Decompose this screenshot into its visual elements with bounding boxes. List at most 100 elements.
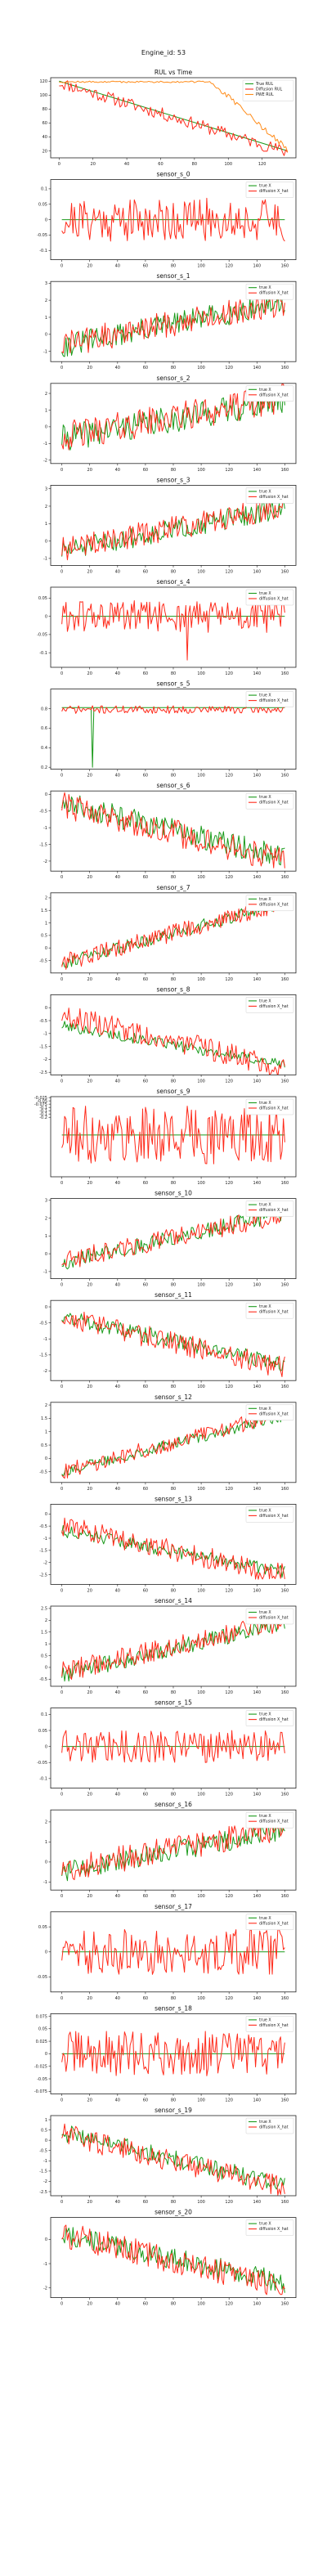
x-tick-label: 100 <box>197 671 205 676</box>
x-tick-label: 100 <box>197 1588 205 1593</box>
x-tick-label: 40 <box>115 1181 120 1186</box>
x-tick-label: 20 <box>87 2200 92 2205</box>
x-tick-label: 100 <box>197 875 205 880</box>
x-tick-label: 160 <box>281 1487 289 1492</box>
x-tick-label: 20 <box>87 2098 92 2103</box>
series-line-diffusion-rul <box>59 80 289 156</box>
legend-box <box>245 895 294 912</box>
legend-label: diffusion X_hat <box>259 2023 289 2028</box>
x-tick-label: 100 <box>197 1487 205 1492</box>
legend-box <box>245 2219 294 2236</box>
y-tick-label: 0.025 <box>36 2040 47 2044</box>
panel-8: sensor_s_7 0 20 40 60 80 100 120 140 160 -0.5 0 0.5 1… <box>39 884 297 982</box>
legend-label: Diffusion RUL <box>256 88 283 92</box>
x-tick-label: 120 <box>225 1996 233 2001</box>
legend-box <box>245 1608 294 1625</box>
y-tick-label: 80 <box>43 107 47 112</box>
y-tick-label: -2 <box>43 2179 47 2184</box>
x-tick-label: 0 <box>60 1181 63 1186</box>
panel-title: sensor_s_3 <box>156 476 190 483</box>
y-tick-label: -1 <box>43 557 47 562</box>
panel-title: sensor_s_15 <box>155 1699 192 1707</box>
x-tick-label: 160 <box>281 2200 289 2205</box>
y-tick-label: -0.1 <box>39 651 47 656</box>
legend-box <box>245 691 294 707</box>
panel-title: sensor_s_9 <box>156 1088 190 1095</box>
x-tick-label: 120 <box>225 1283 233 1288</box>
x-tick-label: 0 <box>60 1283 63 1288</box>
panel-3: sensor_s_2 0 20 40 60 80 100 120 140 160 -2 -1 0 1 2 tr… <box>43 375 297 473</box>
panel-title: sensor_s_19 <box>155 2107 192 2114</box>
panel-14: sensor_s_13 0 20 40 60 80 100 120 140 160 -2.5 -2 -1… <box>39 1495 297 1593</box>
panel-13: sensor_s_12 0 20 40 60 80 100 120 140 160 -0.5 0 0.5… <box>39 1393 297 1492</box>
y-tick-label: 2.5 <box>41 1607 47 1612</box>
series-line-diffusion-x_hat <box>61 495 285 561</box>
legend-label: true X <box>259 795 271 800</box>
x-tick-label: 60 <box>143 366 148 370</box>
x-tick-label: 80 <box>171 569 176 574</box>
legend-box <box>245 487 294 504</box>
y-tick-label: -0.025 <box>34 1096 47 1101</box>
x-tick-label: 60 <box>143 264 148 269</box>
panel-16: sensor_s_15 0 20 40 60 80 100 120 140 160 -0.1 -0.0… <box>37 1699 297 1797</box>
y-tick-label: 0 <box>45 425 47 430</box>
x-tick-label: 120 <box>225 1793 233 1797</box>
x-tick-label: 40 <box>115 671 120 676</box>
x-tick-label: 40 <box>115 1487 120 1492</box>
x-tick-label: 0 <box>60 1079 63 1084</box>
panel-title: sensor_s_6 <box>156 782 190 789</box>
y-tick-label: -0.05 <box>37 633 47 638</box>
y-tick-label: -1 <box>43 442 47 447</box>
y-tick-label: -0.05 <box>37 2077 47 2082</box>
legend-box <box>245 1302 294 1319</box>
y-tick-label: 100 <box>39 93 47 98</box>
y-tick-label: -1.5 <box>39 1044 47 1049</box>
panel-title: sensor_s_18 <box>155 2004 192 2012</box>
y-tick-label: -0.075 <box>34 1102 47 1107</box>
panel-title: sensor_s_12 <box>155 1393 192 1401</box>
legend-box <box>245 283 294 300</box>
y-tick-label: -2 <box>43 1369 47 1374</box>
x-tick-label: 100 <box>197 366 205 370</box>
series-line-diffusion-x_hat <box>61 1106 285 1165</box>
x-tick-label: 100 <box>224 162 232 167</box>
x-tick-label: 40 <box>115 264 120 269</box>
y-tick-label: -1 <box>43 1337 47 1342</box>
panel-title: sensor_s_13 <box>155 1495 192 1502</box>
x-tick-label: 0 <box>60 1690 63 1695</box>
y-tick-label: 0 <box>45 1744 47 1749</box>
x-tick-label: 100 <box>197 569 205 574</box>
x-tick-label: 120 <box>225 468 233 473</box>
x-tick-label: 60 <box>143 1487 148 1492</box>
x-tick-label: 40 <box>115 1283 120 1288</box>
x-tick-label: 60 <box>143 569 148 574</box>
y-tick-label: -1 <box>43 826 47 831</box>
y-tick-label: 0.5 <box>41 934 47 939</box>
panel-19: sensor_s_18 0 20 40 60 80 100 120 140 160 -0.075 -0… <box>34 2004 297 2103</box>
y-tick-label: -1 <box>43 349 47 354</box>
legend-label: true X <box>259 1610 271 1615</box>
series-line-diffusion-x_hat <box>61 1730 285 1763</box>
panel-title: sensor_s_10 <box>155 1190 192 1197</box>
x-tick-label: 20 <box>87 1996 92 2001</box>
legend-label: diffusion X_hat <box>259 902 289 907</box>
y-tick-label: 1.5 <box>41 1631 47 1636</box>
panel-2: sensor_s_1 0 20 40 60 80 100 120 140 160 -1 0 1 2 3 tru… <box>43 272 297 370</box>
x-tick-label: 100 <box>197 1384 205 1389</box>
y-tick-label: -2.5 <box>39 1573 47 1577</box>
legend-label: true X <box>259 1916 271 1921</box>
x-tick-label: 40 <box>115 1079 120 1084</box>
y-tick-label: -0.075 <box>34 2089 47 2094</box>
x-tick-label: 80 <box>171 366 176 370</box>
x-tick-label: 100 <box>197 774 205 779</box>
x-tick-label: 0 <box>60 1793 63 1797</box>
y-tick-label: -0.2 <box>39 1115 47 1120</box>
y-tick-label: 0.4 <box>41 746 47 751</box>
x-tick-label: 120 <box>225 264 233 269</box>
